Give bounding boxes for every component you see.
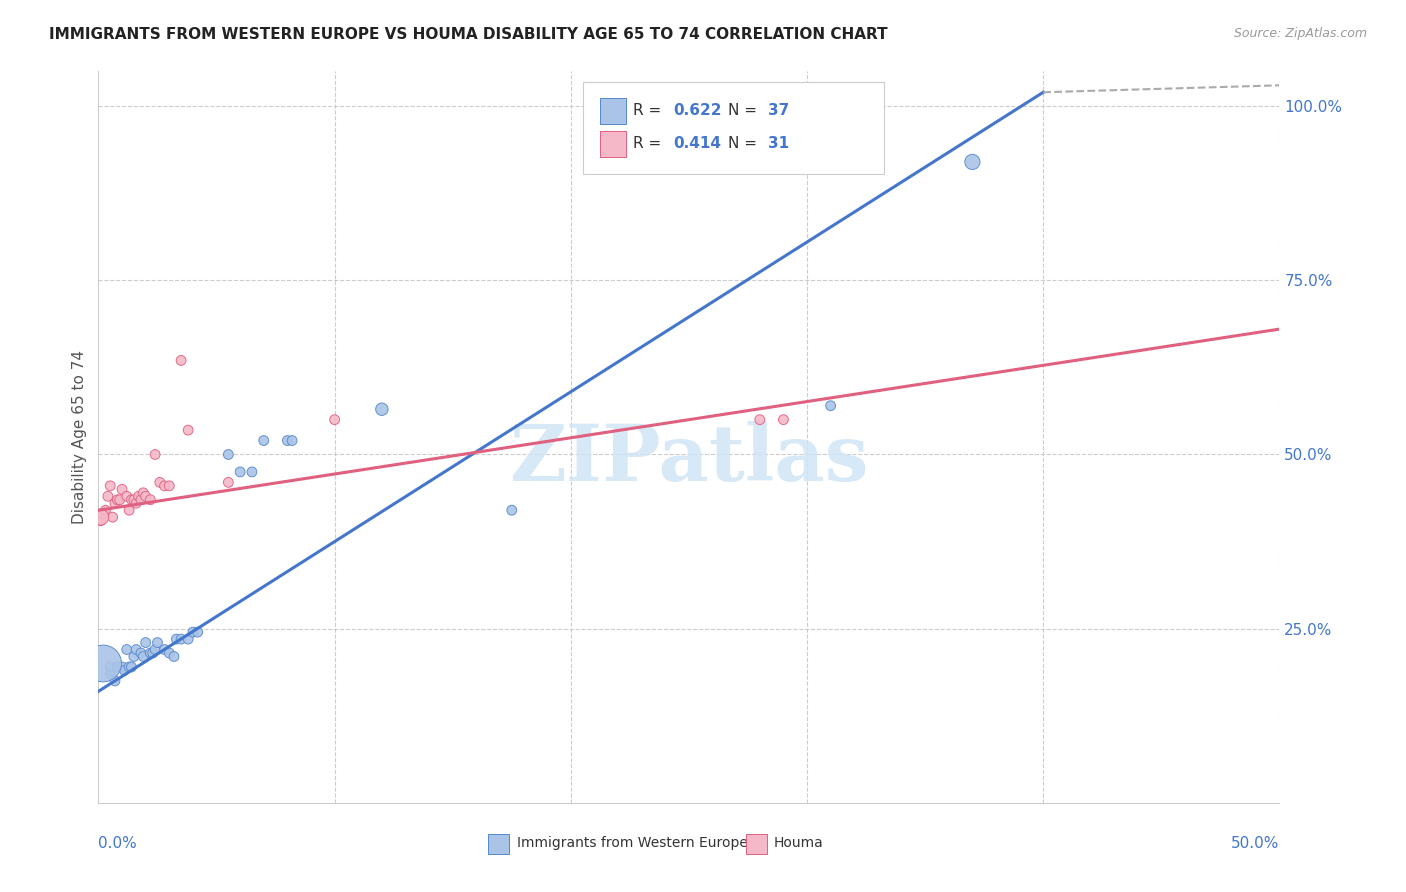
Text: 37: 37 [768, 103, 789, 119]
Point [125, 496, 148, 510]
Text: R =: R = [634, 103, 666, 119]
Point [139, 646, 162, 660]
Point [105, 660, 128, 674]
Point [125, 642, 148, 657]
Text: 0.414: 0.414 [673, 136, 721, 152]
FancyBboxPatch shape [488, 833, 509, 854]
Point [217, 475, 239, 490]
FancyBboxPatch shape [600, 98, 626, 124]
Point [240, 465, 263, 479]
Point [118, 503, 141, 517]
Point [139, 492, 162, 507]
Point [170, 353, 193, 368]
Point [121, 492, 143, 507]
FancyBboxPatch shape [582, 82, 884, 174]
Text: Source: ZipAtlas.com: Source: ZipAtlas.com [1233, 27, 1367, 40]
Text: Houma: Houma [773, 836, 824, 850]
Point [153, 642, 176, 657]
Point [90, 510, 112, 524]
Point [170, 632, 193, 646]
Point [98, 667, 121, 681]
Point [772, 412, 794, 426]
Point [187, 625, 209, 640]
Point [163, 649, 186, 664]
Point [122, 492, 145, 507]
Point [157, 479, 180, 493]
Point [90, 514, 112, 528]
Point [122, 649, 145, 664]
Text: Immigrants from Western Europe: Immigrants from Western Europe [516, 836, 748, 850]
Text: IMMIGRANTS FROM WESTERN EUROPE VS HOUMA DISABILITY AGE 65 TO 74 CORRELATION CHAR: IMMIGRANTS FROM WESTERN EUROPE VS HOUMA … [49, 27, 887, 42]
Point [501, 503, 523, 517]
Point [143, 448, 166, 462]
Point [115, 489, 138, 503]
Point [129, 646, 152, 660]
Point [177, 632, 200, 646]
Point [281, 434, 304, 448]
Point [143, 642, 166, 657]
Y-axis label: Disability Age 65 to 74: Disability Age 65 to 74 [72, 350, 87, 524]
Point [371, 402, 394, 417]
Text: ZIPatlas: ZIPatlas [509, 421, 869, 497]
Point [135, 635, 157, 649]
Point [146, 635, 169, 649]
Point [98, 479, 121, 493]
Point [165, 632, 187, 646]
Point [820, 399, 842, 413]
Point [177, 423, 200, 437]
Text: R =: R = [634, 136, 666, 152]
Point [97, 489, 120, 503]
Point [135, 489, 157, 503]
Point [111, 660, 134, 674]
Point [112, 664, 135, 678]
Point [157, 646, 180, 660]
Point [217, 448, 239, 462]
Point [115, 642, 138, 657]
Point [128, 489, 150, 503]
Point [94, 503, 117, 517]
Point [276, 434, 298, 448]
Point [105, 492, 128, 507]
Text: 31: 31 [768, 136, 789, 152]
Point [111, 483, 134, 497]
Point [98, 660, 121, 674]
Point [748, 412, 770, 426]
Point [121, 660, 143, 674]
Text: 0.0%: 0.0% [98, 836, 138, 851]
Point [153, 479, 176, 493]
Point [104, 673, 127, 688]
Point [181, 625, 204, 640]
Point [132, 649, 155, 664]
Point [962, 155, 984, 169]
Text: N =: N = [728, 103, 762, 119]
Point [104, 496, 127, 510]
Point [149, 475, 172, 490]
FancyBboxPatch shape [745, 833, 766, 854]
FancyBboxPatch shape [600, 130, 626, 157]
Point [108, 492, 131, 507]
Point [129, 492, 152, 507]
Point [101, 510, 124, 524]
Text: N =: N = [728, 136, 762, 152]
Point [91, 657, 114, 671]
Text: 50.0%: 50.0% [1232, 836, 1279, 851]
Text: 0.622: 0.622 [673, 103, 723, 119]
Point [91, 507, 114, 521]
Point [323, 412, 346, 426]
Point [229, 465, 252, 479]
Point [142, 646, 165, 660]
Point [118, 660, 141, 674]
Point [253, 434, 276, 448]
Point [132, 485, 155, 500]
